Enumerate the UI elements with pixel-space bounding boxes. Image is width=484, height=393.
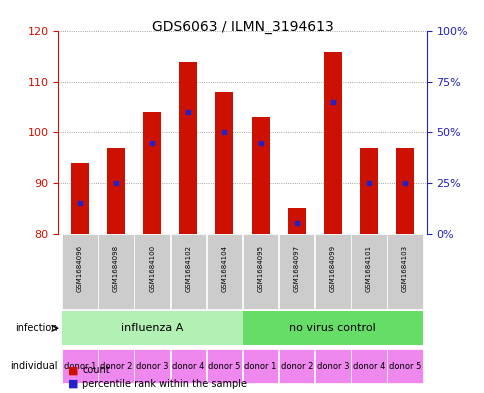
FancyBboxPatch shape (350, 233, 386, 309)
Text: donor 3: donor 3 (136, 362, 168, 371)
Text: count: count (82, 365, 110, 375)
Text: donor 1: donor 1 (244, 362, 276, 371)
Text: ■: ■ (68, 379, 78, 389)
Point (148, 140, 156, 146)
Text: donor 3: donor 3 (316, 362, 348, 371)
Text: GSM1684100: GSM1684100 (149, 245, 155, 292)
FancyBboxPatch shape (98, 233, 134, 309)
Text: GSM1684096: GSM1684096 (77, 245, 83, 292)
Text: GSM1684103: GSM1684103 (401, 245, 407, 292)
Text: donor 2: donor 2 (280, 362, 312, 371)
FancyBboxPatch shape (170, 233, 206, 309)
FancyBboxPatch shape (134, 349, 169, 383)
Bar (251, 118, 269, 233)
Text: GDS6063 / ILMN_3194613: GDS6063 / ILMN_3194613 (151, 20, 333, 34)
Text: donor 5: donor 5 (388, 362, 421, 371)
Point (256, 140, 264, 146)
Text: GSM1684098: GSM1684098 (113, 245, 119, 292)
FancyBboxPatch shape (387, 349, 422, 383)
Point (220, 129, 228, 136)
FancyBboxPatch shape (62, 349, 97, 383)
FancyBboxPatch shape (206, 233, 242, 309)
Text: donor 5: donor 5 (208, 362, 240, 371)
Text: donor 4: donor 4 (172, 362, 204, 371)
FancyBboxPatch shape (206, 349, 242, 383)
Text: no virus control: no virus control (289, 323, 376, 333)
Bar (107, 148, 125, 233)
Text: GSM1684104: GSM1684104 (221, 245, 227, 292)
FancyBboxPatch shape (170, 349, 206, 383)
Bar (359, 148, 377, 233)
Bar (215, 92, 233, 233)
FancyBboxPatch shape (242, 349, 278, 383)
Point (328, 99, 336, 105)
Text: individual: individual (10, 361, 58, 371)
Bar (395, 148, 413, 233)
FancyBboxPatch shape (350, 349, 386, 383)
FancyBboxPatch shape (242, 311, 423, 345)
Text: GSM1684102: GSM1684102 (185, 245, 191, 292)
Text: infection: infection (15, 323, 58, 333)
Point (112, 180, 120, 186)
Bar (143, 112, 161, 233)
Point (292, 220, 300, 227)
FancyBboxPatch shape (242, 233, 278, 309)
Text: percentile rank within the sample: percentile rank within the sample (82, 379, 247, 389)
Text: GSM1684099: GSM1684099 (329, 245, 335, 292)
FancyBboxPatch shape (134, 233, 169, 309)
FancyBboxPatch shape (278, 349, 314, 383)
Text: donor 2: donor 2 (100, 362, 132, 371)
Text: donor 1: donor 1 (63, 362, 96, 371)
Text: GSM1684101: GSM1684101 (365, 245, 371, 292)
Bar (287, 208, 305, 233)
Text: ■: ■ (68, 365, 78, 375)
FancyBboxPatch shape (61, 311, 242, 345)
Text: GSM1684097: GSM1684097 (293, 245, 299, 292)
FancyBboxPatch shape (98, 349, 134, 383)
Text: influenza A: influenza A (121, 323, 183, 333)
FancyBboxPatch shape (315, 349, 350, 383)
Text: donor 4: donor 4 (352, 362, 384, 371)
Bar (71, 163, 89, 233)
Point (184, 109, 192, 116)
Bar (179, 62, 197, 233)
Point (400, 180, 408, 186)
FancyBboxPatch shape (387, 233, 422, 309)
Text: GSM1684095: GSM1684095 (257, 245, 263, 292)
Point (364, 180, 372, 186)
Bar (323, 51, 341, 233)
FancyBboxPatch shape (62, 233, 97, 309)
FancyBboxPatch shape (278, 233, 314, 309)
FancyBboxPatch shape (315, 233, 350, 309)
Point (76, 200, 84, 206)
